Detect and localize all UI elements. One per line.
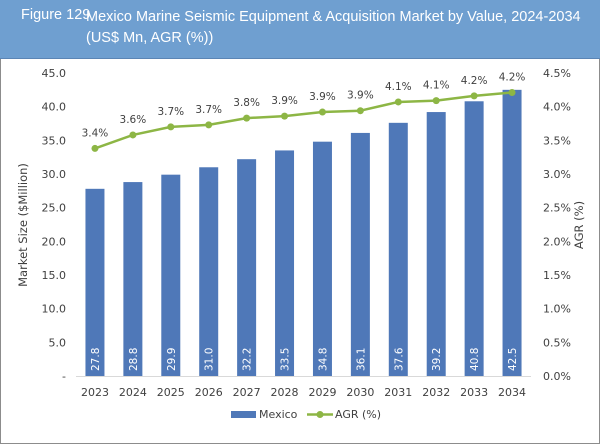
legend-swatch-mexico: [231, 411, 256, 418]
agr-line: [94, 91, 513, 150]
y-tick-label: 40.0: [42, 101, 67, 114]
figure-title: Mexico Marine Seismic Equipment & Acquis…: [86, 9, 581, 46]
bar-value-label: 34.8: [317, 348, 329, 371]
x-axis-ticks: 2023 2024 2025 2026 2027 2028 2029 2030 2031 2032…: [81, 386, 526, 399]
bar-value-label: 42.5: [507, 348, 519, 371]
y2-tick-label: 2.0%: [543, 235, 571, 248]
x-tick-label: 2031: [384, 386, 412, 399]
y-tick-label: 30.0: [42, 168, 67, 181]
agr-value-label: 3.9%: [271, 95, 298, 107]
bar-value-label: 36.1: [355, 348, 367, 371]
x-tick-label: 2023: [81, 386, 109, 399]
agr-marker: [432, 97, 440, 105]
bar: [350, 132, 370, 376]
agr-marker: [470, 92, 478, 100]
bar-value-label: 28.8: [128, 348, 140, 371]
agr-value-label: 3.7%: [195, 104, 222, 116]
x-tick-label: 2027: [233, 386, 261, 399]
agr-marker: [205, 121, 213, 129]
agr-value-label: 3.9%: [347, 90, 374, 102]
agr-value-label: 3.6%: [120, 114, 147, 126]
agr-value-label: 3.9%: [309, 91, 336, 103]
bar: [161, 174, 181, 376]
line-data-labels: 3.4% 3.6% 3.7% 3.7% 3.8% 3.9% 3.9% 3.9% 4.1% 4.1%…: [82, 72, 526, 140]
agr-marker: [129, 131, 137, 139]
y-axis-right-title: AGR (%): [572, 201, 586, 249]
bar: [426, 112, 446, 376]
bar-data-labels: 27.8 28.8 29.9 31.0 32.2 33.5 34.8 36.1 37.6 39.2…: [90, 347, 519, 371]
x-tick-label: 2026: [195, 386, 223, 399]
y2-tick-label: 4.0%: [543, 101, 571, 114]
bar-value-label: 29.9: [166, 348, 178, 371]
y-axis-right-ticks: 0.0% 0.5% 1.0% 1.5% 2.0% 2.5% 3.0% 3.5% 4.0% 4.5%: [543, 67, 571, 383]
y-tick-label: 20.0: [42, 235, 67, 248]
x-tick-label: 2024: [119, 386, 147, 399]
y2-tick-label: 1.0%: [543, 303, 571, 316]
bar: [312, 141, 332, 376]
y2-tick-label: 0.0%: [543, 370, 571, 383]
agr-value-label: 3.8%: [233, 97, 260, 109]
x-tick-label: 2030: [346, 386, 374, 399]
legend: Mexico AGR (%): [231, 408, 381, 421]
legend-label-agr: AGR (%): [335, 408, 381, 421]
bar: [199, 167, 219, 376]
bar: [388, 122, 408, 377]
y2-tick-label: 2.5%: [543, 202, 571, 215]
x-tick-label: 2025: [157, 386, 185, 399]
x-tick-label: 2034: [498, 386, 526, 399]
bar-value-label: 33.5: [280, 348, 292, 371]
agr-marker: [281, 112, 289, 120]
bar-value-label: 32.2: [242, 348, 254, 371]
bar-value-label: 27.8: [90, 348, 102, 371]
y2-tick-label: 1.5%: [543, 269, 571, 282]
agr-marker: [318, 108, 326, 116]
y-tick-label: 10.0: [42, 303, 67, 316]
line-series: [91, 89, 516, 152]
y-tick-label: 35.0: [42, 134, 67, 147]
agr-value-label: 3.7%: [157, 106, 184, 118]
bar: [123, 182, 143, 376]
bar-series: [85, 89, 522, 377]
figure-number: Figure 129: [21, 7, 91, 23]
y2-tick-label: 3.0%: [543, 168, 571, 181]
y-tick-label: 5.0: [49, 336, 67, 349]
agr-marker: [394, 98, 402, 106]
legend-swatch-agr-marker: [316, 411, 324, 418]
y-tick-label: -: [62, 370, 66, 383]
bar: [237, 159, 257, 376]
bar: [464, 101, 484, 376]
legend-label-mexico: Mexico: [259, 408, 298, 421]
x-tick-label: 2033: [460, 386, 488, 399]
y-axis-left-title: Market Size ($Million): [16, 163, 30, 287]
x-tick-label: 2032: [422, 386, 450, 399]
bar: [85, 188, 105, 376]
agr-marker: [167, 123, 175, 131]
bar-value-label: 39.2: [431, 348, 443, 371]
bar-value-label: 40.8: [469, 348, 481, 371]
figure-header: Figure 129 Mexico Marine Seismic Equipme…: [0, 0, 600, 59]
agr-marker: [508, 89, 516, 97]
agr-value-label: 4.1%: [423, 80, 450, 92]
agr-value-label: 3.4%: [82, 127, 109, 139]
y2-tick-label: 3.5%: [543, 134, 571, 147]
agr-marker: [356, 107, 364, 115]
x-tick-label: 2029: [308, 386, 336, 399]
bar-value-label: 37.6: [393, 347, 405, 371]
bar-value-label: 31.0: [204, 348, 216, 371]
y-tick-label: 15.0: [42, 269, 67, 282]
agr-value-label: 4.1%: [385, 81, 412, 93]
x-tick-label: 2028: [271, 386, 299, 399]
y2-tick-label: 4.5%: [543, 67, 571, 80]
y-tick-label: 45.0: [42, 67, 67, 80]
y-axis-left-ticks: - 5.0 10.0 15.0 20.0 25.0 30.0 35.0 40.0 45.0: [42, 67, 67, 383]
agr-marker: [91, 144, 99, 152]
agr-marker: [243, 114, 251, 122]
y-tick-label: 25.0: [42, 202, 67, 215]
y2-tick-label: 0.5%: [543, 336, 571, 349]
agr-value-label: 4.2%: [461, 75, 488, 87]
agr-value-label: 4.2%: [499, 72, 526, 84]
bar: [502, 89, 522, 376]
bar: [275, 150, 295, 376]
